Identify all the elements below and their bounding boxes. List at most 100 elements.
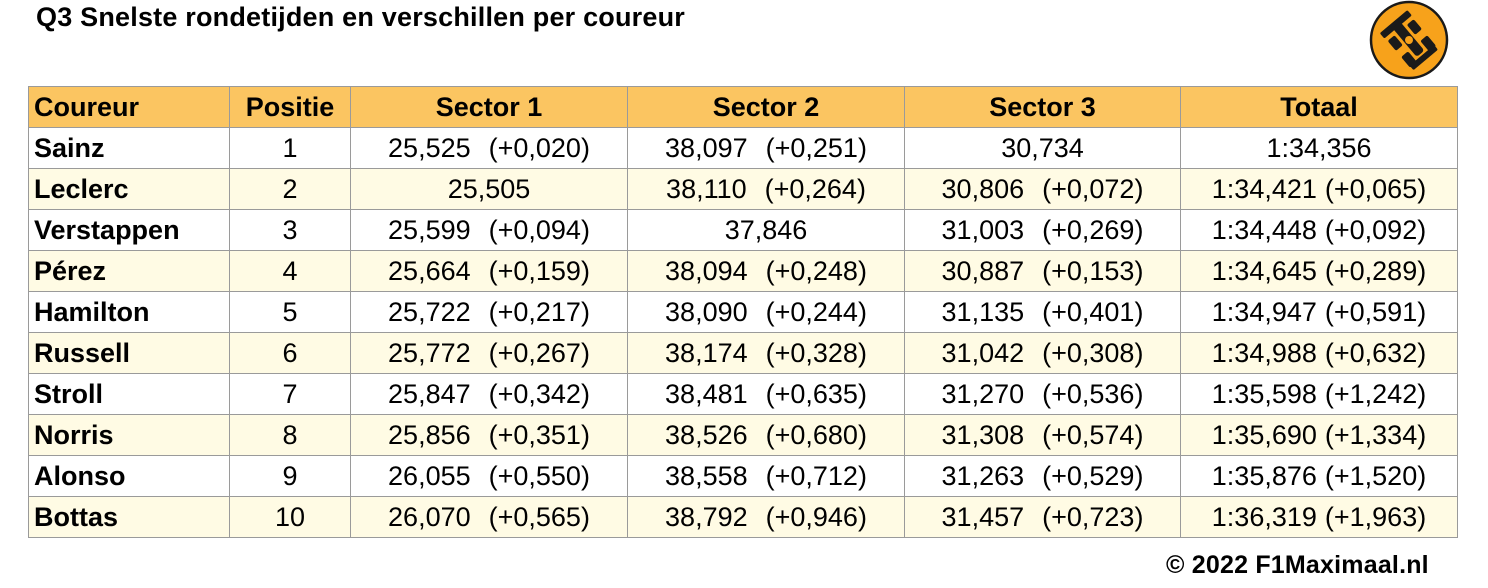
position-cell: 5 (229, 291, 351, 333)
sector-diff: (+0,267) (488, 337, 590, 368)
position-cell: 10 (229, 496, 351, 538)
sector1-cell: 25,722 (+0,217) (350, 291, 628, 333)
total-time: 1:34,947 (1211, 296, 1317, 327)
sector-time: 26,055 (388, 460, 471, 491)
sector-diff: (+0,251) (765, 132, 867, 163)
sector-time: 31,042 (941, 337, 1025, 368)
sector-diff: (+0,946) (765, 501, 867, 532)
total-time: 1:34,988 (1211, 337, 1317, 368)
sector-time: 38,090 (665, 296, 748, 327)
sector-time: 31,457 (941, 501, 1025, 532)
sector-diff: (+0,574) (1042, 419, 1144, 450)
sector3-cell: 31,135 (+0,401) (904, 291, 1181, 333)
sector-time: 38,110 (666, 173, 747, 204)
total-cell: 1:35,598 (+1,242) (1180, 373, 1458, 415)
total-diff: (+0,092) (1324, 214, 1427, 245)
column-header-total: Totaal (1180, 86, 1458, 128)
total-diff: (+0,632) (1324, 337, 1427, 368)
total-time: 1:34,645 (1211, 255, 1317, 286)
driver-name: Stroll (28, 373, 230, 415)
sector3-cell: 30,734 (904, 127, 1181, 169)
total-cell: 1:34,988 (+0,632) (1180, 332, 1458, 374)
sector-diff: (+0,536) (1042, 378, 1144, 409)
sector-time: 38,097 (665, 132, 748, 163)
sector-time: 30,887 (941, 255, 1025, 286)
sector2-cell: 38,097 (+0,251) (627, 127, 905, 169)
sector1-cell: 25,772 (+0,267) (350, 332, 628, 374)
position-cell: 8 (229, 414, 351, 456)
sector-time: 38,481 (665, 378, 748, 409)
column-header-sector3: Sector 3 (904, 86, 1181, 128)
table-row: Leclerc 2 25,505 38,110 (+0,264) 30,806 (+… (28, 168, 1458, 210)
total-cell: 1:34,421 (+0,065) (1180, 168, 1458, 210)
column-header-sector2: Sector 2 (627, 86, 905, 128)
page-title: Q3 Snelste rondetijden en verschillen pe… (36, 2, 685, 32)
sector2-cell: 38,792 (+0,946) (627, 496, 905, 538)
sector-diff: (+0,680) (765, 419, 867, 450)
sector-time: 25,599 (388, 214, 471, 245)
sector2-cell: 38,481 (+0,635) (627, 373, 905, 415)
sector-diff: (+0,269) (1042, 214, 1144, 245)
sector-diff: (+0,565) (488, 501, 590, 532)
total-cell: 1:34,947 (+0,591) (1180, 291, 1458, 333)
total-diff: (+1,520) (1324, 460, 1427, 491)
sector-time: 38,526 (665, 419, 748, 450)
sector-diff: (+0,529) (1042, 460, 1144, 491)
sector3-cell: 31,308 (+0,574) (904, 414, 1181, 456)
position-cell: 1 (229, 127, 351, 169)
sector-diff: (+0,401) (1042, 296, 1144, 327)
sector2-cell: 38,526 (+0,680) (627, 414, 905, 456)
sector2-cell: 38,094 (+0,248) (627, 250, 905, 292)
sector-time: 38,558 (665, 460, 748, 491)
sector2-cell: 38,090 (+0,244) (627, 291, 905, 333)
position-cell: 9 (229, 455, 351, 497)
table-row: Russell 6 25,772 (+0,267) 38,174 (+0,328) … (28, 332, 1458, 374)
sector-time: 30,734 (1001, 132, 1084, 163)
sector-diff: (+0,351) (488, 419, 590, 450)
sector-time: 38,792 (665, 501, 748, 532)
total-cell: 1:34,356 (1180, 127, 1458, 169)
sector-diff: (+0,328) (765, 337, 867, 368)
column-header-position: Positie (229, 86, 351, 128)
driver-name: Hamilton (28, 291, 230, 333)
sector1-cell: 25,847 (+0,342) (350, 373, 628, 415)
sector3-cell: 31,042 (+0,308) (904, 332, 1181, 374)
driver-name: Bottas (28, 496, 230, 538)
total-time: 1:35,690 (1211, 419, 1317, 450)
driver-name: Norris (28, 414, 230, 456)
sector-time: 26,070 (388, 501, 471, 532)
total-diff: (+0,065) (1324, 173, 1427, 204)
sector-time: 37,846 (724, 214, 808, 245)
results-table: Coureur Positie Sector 1 Sector 2 Sector… (28, 86, 1458, 538)
sector-time: 25,847 (388, 378, 471, 409)
sector-time: 38,174 (665, 337, 748, 368)
driver-name: Verstappen (28, 209, 230, 251)
sector3-cell: 31,263 (+0,529) (904, 455, 1181, 497)
position-cell: 6 (229, 332, 351, 374)
sector-time: 31,263 (941, 460, 1025, 491)
position-cell: 4 (229, 250, 351, 292)
total-time: 1:34,421 (1211, 173, 1317, 204)
sector1-cell: 26,055 (+0,550) (350, 455, 628, 497)
sector2-cell: 38,558 (+0,712) (627, 455, 905, 497)
sector-diff: (+0,217) (488, 296, 590, 327)
sector-diff: (+0,094) (488, 214, 590, 245)
column-header-driver: Coureur (28, 86, 230, 128)
sector2-cell: 38,174 (+0,328) (627, 332, 905, 374)
sector-diff: (+0,712) (765, 460, 867, 491)
sector-time: 30,806 (941, 173, 1025, 204)
table-row: Bottas 10 26,070 (+0,565) 38,792 (+0,946) … (28, 496, 1458, 538)
sector-diff: (+0,635) (765, 378, 867, 409)
sector-time: 31,308 (941, 419, 1025, 450)
sector3-cell: 31,270 (+0,536) (904, 373, 1181, 415)
total-time: 1:34,448 (1211, 214, 1317, 245)
table-row: Alonso 9 26,055 (+0,550) 38,558 (+0,712) 3… (28, 455, 1458, 497)
total-time: 1:35,598 (1211, 378, 1317, 409)
sector-time: 38,094 (665, 255, 748, 286)
f1-car-icon (1369, 0, 1449, 80)
table-row: Norris 8 25,856 (+0,351) 38,526 (+0,680) 3… (28, 414, 1458, 456)
total-cell: 1:36,319 (+1,963) (1180, 496, 1458, 538)
driver-name: Sainz (28, 127, 230, 169)
driver-name: Pérez (28, 250, 230, 292)
table-row: Pérez 4 25,664 (+0,159) 38,094 (+0,248) 30… (28, 250, 1458, 292)
